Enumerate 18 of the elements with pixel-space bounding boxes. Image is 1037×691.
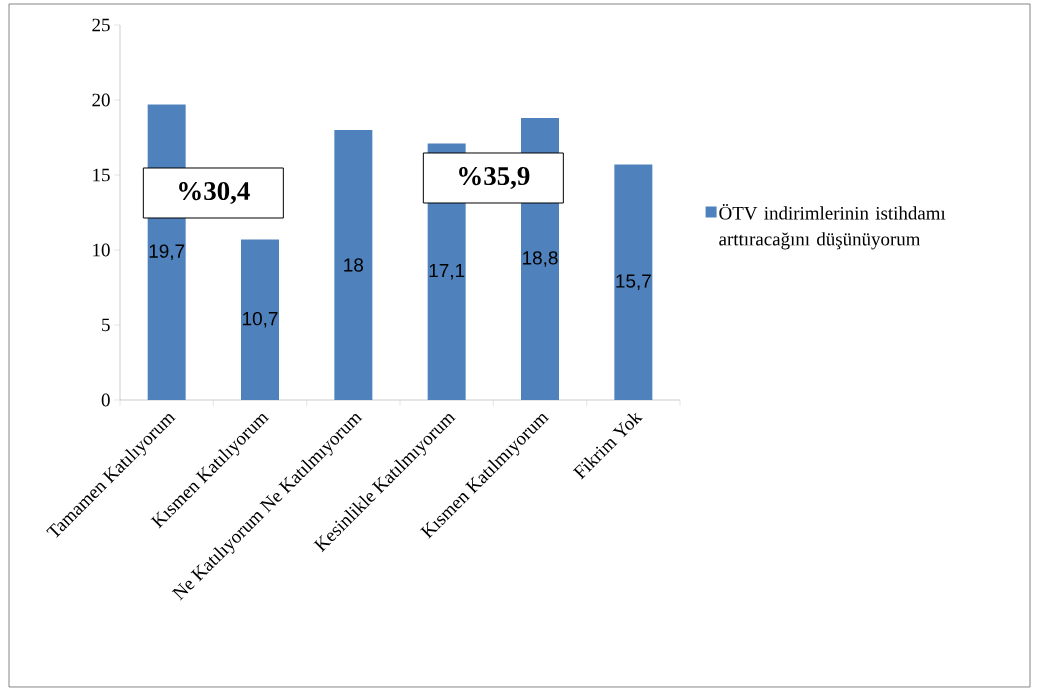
- y-tick-label: 25: [92, 18, 110, 32]
- annotation: %30,4: [179, 181, 250, 205]
- annotation: %35,9: [459, 166, 530, 190]
- text: 15,7: [616, 274, 651, 290]
- y-tick-label: 10: [93, 243, 110, 257]
- bar: [614, 164, 653, 400]
- text: 19,7: [149, 244, 185, 261]
- y-tick-label: 0: [101, 393, 110, 407]
- y-tick-label: 15: [93, 168, 110, 182]
- text: 10,7: [243, 311, 278, 328]
- legend-label: ÖTV indirimlerinin istihdamı arttıracağını düşünüyorum: [719, 204, 946, 250]
- text: 18: [344, 258, 364, 272]
- text: 17,1: [429, 264, 465, 280]
- bar: [241, 239, 280, 400]
- y-tick-label: 5: [102, 318, 110, 332]
- bar: [334, 129, 373, 400]
- y-tick-label: 20: [92, 93, 110, 107]
- text: 18,8: [523, 251, 558, 267]
